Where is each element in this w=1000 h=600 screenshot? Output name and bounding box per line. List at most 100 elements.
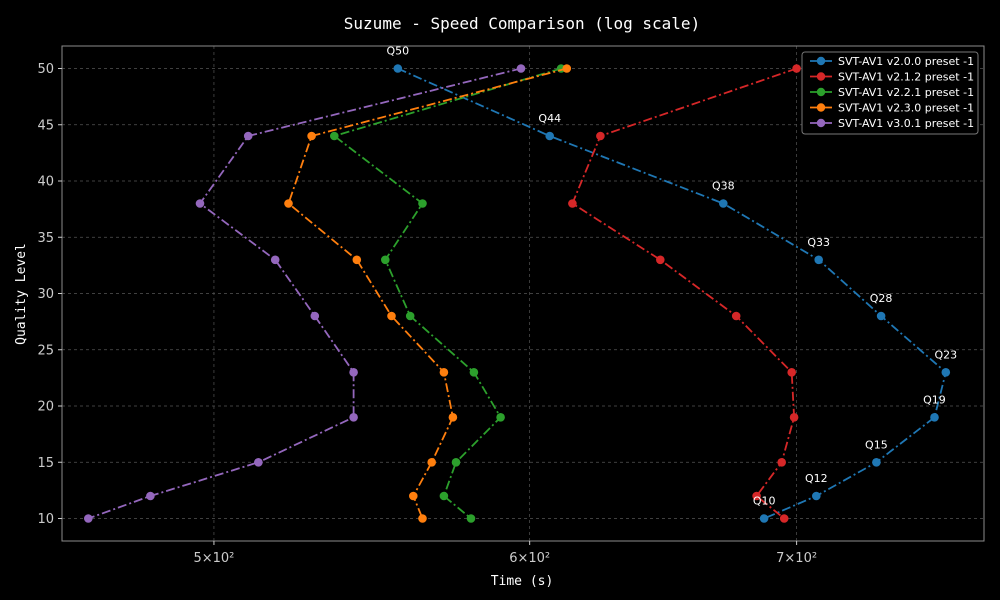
series-line — [332, 67, 562, 520]
data-point — [731, 311, 741, 321]
legend-box — [801, 51, 979, 135]
legend-label: SVT-AV1 v2.1.2 preset -1 — [838, 71, 974, 84]
legend-marker — [816, 72, 826, 81]
legend-item: SVT-AV1 v2.3.0 preset -1 — [810, 102, 974, 115]
data-point — [466, 514, 476, 523]
point-annotation: Q10 — [753, 495, 776, 508]
point-annotation: Q50 — [386, 45, 409, 58]
data-point — [418, 514, 427, 523]
data-point — [349, 368, 358, 377]
point-annotation: Q28 — [870, 292, 893, 305]
data-point — [516, 64, 526, 73]
data-point — [596, 131, 605, 141]
data-point — [381, 255, 390, 265]
data-point — [352, 255, 362, 265]
y-tick-label: 45 — [37, 118, 54, 133]
point-annotation: Q38 — [712, 180, 735, 193]
y-tick-label: 35 — [37, 231, 54, 246]
data-point — [759, 514, 769, 523]
data-point — [876, 311, 886, 321]
point-annotation: Q33 — [807, 236, 830, 249]
point-annotation: Q23 — [935, 348, 958, 361]
data-point — [330, 131, 339, 141]
data-point — [448, 413, 458, 422]
data-point — [789, 413, 799, 422]
data-point — [656, 255, 665, 265]
data-point — [427, 458, 437, 467]
point-annotation: Q44 — [538, 112, 561, 125]
data-point — [418, 199, 427, 208]
legend-label: SVT-AV1 v2.0.0 preset -1 — [838, 55, 974, 68]
data-point — [469, 368, 479, 377]
y-tick-label: 40 — [37, 175, 54, 190]
axes: 10 15 20 25 30 35 40 45 50 5×10² 6×10² 7×10² — [37, 62, 817, 566]
legend-marker — [816, 87, 826, 97]
y-axis-label: Quality Level — [14, 243, 29, 345]
data-point — [307, 131, 316, 141]
series-line — [287, 67, 568, 519]
data-point — [930, 413, 939, 422]
series-line — [397, 67, 947, 520]
x-tick-label: 6×10² — [509, 551, 550, 566]
data-point — [787, 368, 796, 377]
series-group — [84, 64, 951, 523]
y-tick-label: 50 — [37, 62, 54, 77]
x-tick-label: 7×10² — [776, 551, 817, 566]
data-point — [496, 413, 505, 422]
legend-item: SVT-AV1 v2.1.2 preset -1 — [810, 71, 974, 84]
x-tick-label: 5×10² — [193, 551, 234, 566]
data-point — [777, 458, 786, 467]
series-4 — [284, 64, 572, 523]
legend-marker — [816, 56, 826, 66]
data-point — [270, 255, 280, 265]
legend-marker — [816, 103, 826, 112]
series-2 — [568, 64, 801, 523]
data-point — [146, 491, 155, 501]
data-point — [284, 199, 293, 208]
data-point — [243, 131, 253, 141]
annotations: Q50 Q44 Q38 Q33 Q28 Q23 Q19 Q15 Q12 Q10 — [386, 45, 957, 508]
legend-label: SVT-AV1 v3.0.1 preset -1 — [838, 117, 974, 130]
data-point — [405, 311, 415, 321]
data-point — [254, 458, 263, 467]
series-5 — [84, 64, 526, 523]
data-point — [195, 199, 205, 208]
data-point — [451, 458, 461, 467]
data-point — [779, 514, 789, 523]
data-point — [872, 458, 881, 467]
series-line — [571, 67, 797, 520]
data-point — [941, 368, 951, 377]
data-point — [349, 413, 358, 422]
legend-item: SVT-AV1 v2.0.0 preset -1 — [810, 55, 974, 68]
y-tick-label: 25 — [37, 343, 54, 358]
data-point — [568, 199, 577, 208]
data-point — [752, 491, 761, 501]
legend: SVT-AV1 v2.0.0 preset -1 SVT-AV1 v2.1.2 p… — [801, 51, 979, 135]
data-point — [84, 514, 93, 523]
y-tick-label: 10 — [37, 512, 54, 527]
legend-label: SVT-AV1 v2.3.0 preset -1 — [838, 102, 974, 115]
series-line — [87, 67, 522, 520]
data-point — [387, 311, 396, 321]
legend-label: SVT-AV1 v2.2.1 preset -1 — [838, 86, 974, 99]
x-axis-label: Time (s) — [491, 574, 554, 589]
series-1 — [393, 64, 951, 523]
point-annotation: Q12 — [805, 472, 828, 485]
y-tick-label: 15 — [37, 456, 54, 471]
data-point — [393, 64, 403, 73]
data-point — [814, 255, 823, 265]
data-point — [439, 368, 449, 377]
point-annotation: Q19 — [923, 393, 946, 406]
data-point — [439, 491, 449, 501]
data-point — [719, 199, 728, 208]
data-point — [812, 491, 821, 501]
data-point — [562, 64, 572, 73]
legend-marker — [816, 118, 826, 128]
data-point — [545, 131, 554, 141]
data-point — [409, 491, 418, 501]
legend-item: SVT-AV1 v2.2.1 preset -1 — [810, 86, 974, 99]
point-annotation: Q15 — [865, 438, 888, 451]
chart-title: Suzume - Speed Comparison (log scale) — [344, 14, 700, 33]
legend-item: SVT-AV1 v3.0.1 preset -1 — [810, 117, 974, 130]
